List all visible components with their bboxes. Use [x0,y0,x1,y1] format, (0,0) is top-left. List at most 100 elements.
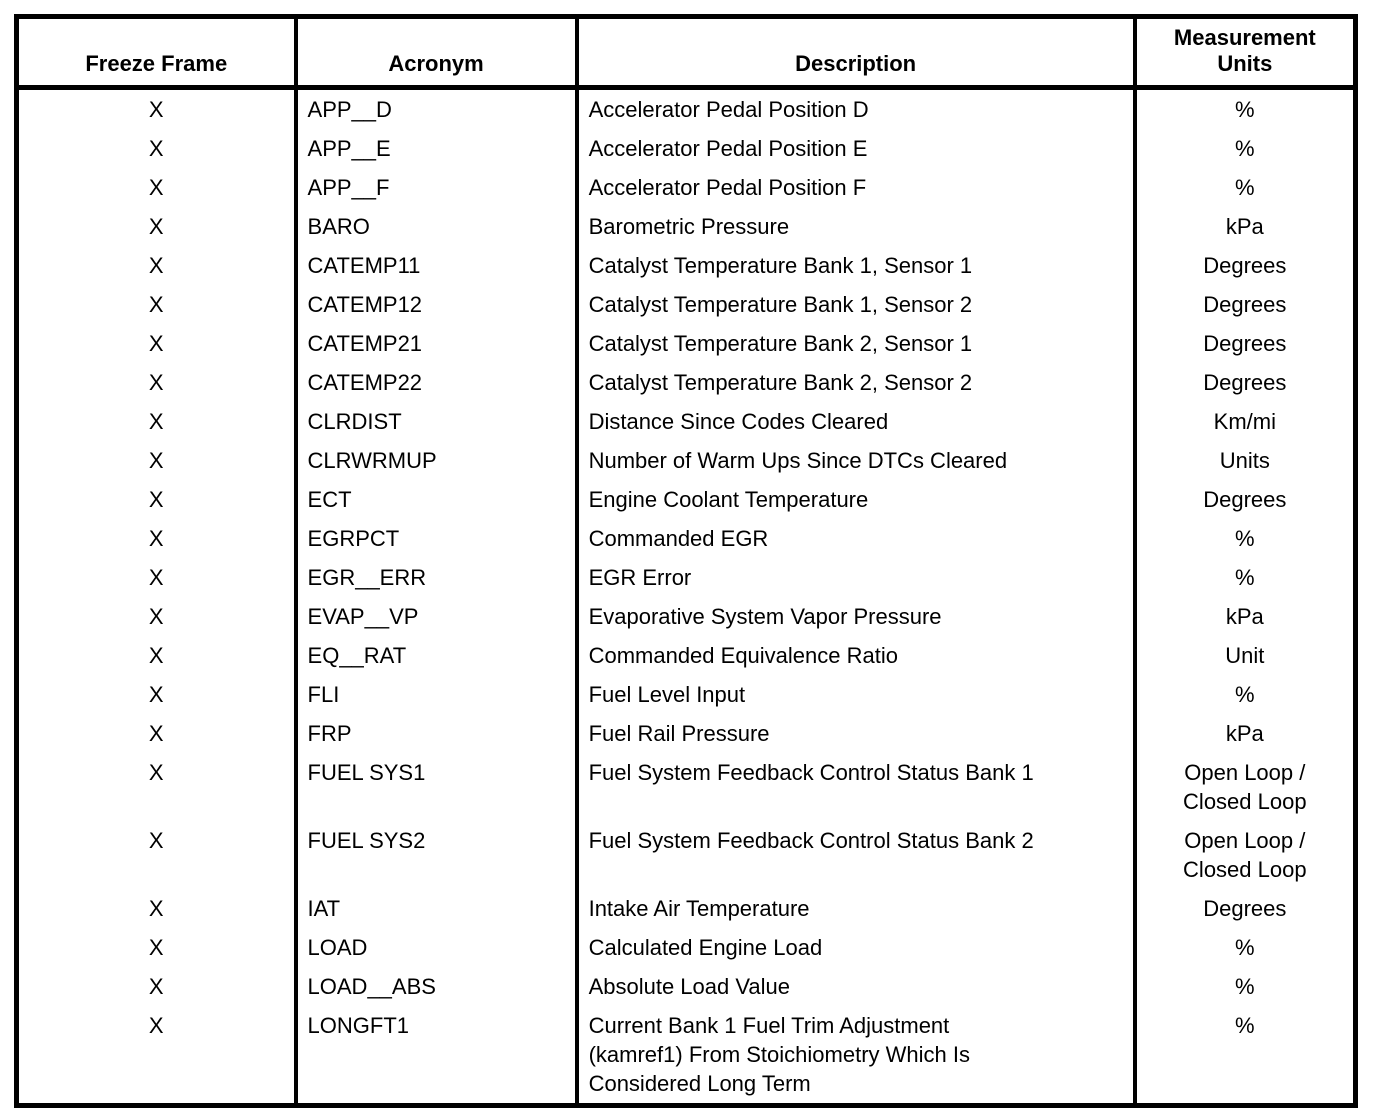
description-cell: Barometric Pressure [574,207,1135,246]
table-row: X LOAD Calculated Engine Load % [17,928,1356,967]
acronym-cell: FUEL SYS2 [293,821,577,889]
units-cell: Open Loop / Closed Loop [1132,821,1356,889]
freeze-frame-cell: X [148,721,164,746]
table-row: X EVAP__VP Evaporative System Vapor Pres… [17,597,1356,636]
table-row: X CATEMP21 Catalyst Temperature Bank 2, … [17,324,1356,363]
freeze-frame-cell: X [148,292,164,317]
table-row: X EGR__ERR EGR Error % [17,558,1356,597]
acronym-cell: CLRWRMUP [293,441,577,480]
description-cell: Fuel Level Input [574,675,1135,714]
acronym-cell: BARO [293,207,577,246]
units-cell: Degrees [1132,324,1356,363]
acronym-cell: CATEMP11 [293,246,577,285]
description-cell: Fuel System Feedback Control Status Bank… [574,821,1135,889]
units-cell: % [1132,967,1356,1006]
units-cell: % [1132,558,1356,597]
table-body: X APP__D Accelerator Pedal Position D % … [17,87,1356,1106]
units-cell: % [1132,928,1356,967]
description-cell: Catalyst Temperature Bank 1, Sensor 2 [574,285,1135,324]
freeze-frame-cell: X [148,565,164,590]
freeze-frame-cell: X [148,828,164,853]
acronym-cell: CATEMP21 [293,324,577,363]
acronym-cell: LOAD__ABS [293,967,577,1006]
table-row: X LONGFT1 Current Bank 1 Fuel Trim Adjus… [17,1006,1356,1106]
units-cell: Unit [1132,636,1356,675]
freeze-frame-cell: X [148,760,164,785]
acronym-cell: CATEMP22 [293,363,577,402]
units-cell: Units [1132,441,1356,480]
freeze-frame-cell: X [148,526,164,551]
units-cell: Degrees [1132,246,1356,285]
table-row: X EGRPCT Commanded EGR % [17,519,1356,558]
description-cell: Engine Coolant Temperature [574,480,1135,519]
table-row: X FUEL SYS2 Fuel System Feedback Control… [17,821,1356,889]
freeze-frame-cell: X [148,604,164,629]
description-cell: Commanded EGR [574,519,1135,558]
table-row: X APP__F Accelerator Pedal Position F % [17,168,1356,207]
acronym-cell: IAT [293,889,577,928]
units-cell: Degrees [1132,285,1356,324]
freeze-frame-cell: X [148,935,164,960]
description-cell: Distance Since Codes Cleared [574,402,1135,441]
acronym-cell: CATEMP12 [293,285,577,324]
description-cell: Current Bank 1 Fuel Trim Adjustment (kam… [574,1006,1135,1106]
acronym-cell: CLRDIST [293,402,577,441]
units-cell: kPa [1132,597,1356,636]
units-cell: Degrees [1132,480,1356,519]
freeze-frame-cell: X [148,214,164,239]
table-row: X FRP Fuel Rail Pressure kPa [17,714,1356,753]
acronym-cell: FLI [293,675,577,714]
description-cell: Commanded Equivalence Ratio [574,636,1135,675]
freeze-frame-cell: X [148,1013,164,1038]
description-cell: Accelerator Pedal Position F [574,168,1135,207]
table-row: X CLRDIST Distance Since Codes Cleared K… [17,402,1356,441]
table-row: X FUEL SYS1 Fuel System Feedback Control… [17,753,1356,821]
units-cell: % [1132,1006,1356,1106]
description-cell: Fuel Rail Pressure [574,714,1135,753]
description-cell: Absolute Load Value [574,967,1135,1006]
units-cell: Open Loop / Closed Loop [1132,753,1356,821]
description-cell: Fuel System Feedback Control Status Bank… [574,753,1135,821]
units-cell: Km/mi [1132,402,1356,441]
freeze-frame-cell: X [148,175,164,200]
freeze-frame-cell: X [148,253,164,278]
freeze-frame-parameter-table: Freeze Frame Acronym Description Measure… [14,14,1358,1108]
table-row: X CATEMP11 Catalyst Temperature Bank 1, … [17,246,1356,285]
freeze-frame-cell: X [148,487,164,512]
description-cell: Intake Air Temperature [574,889,1135,928]
description-cell: Calculated Engine Load [574,928,1135,967]
units-cell: % [1132,675,1356,714]
header-description: Description [574,16,1135,90]
freeze-frame-cell: X [148,97,164,122]
table-row: X CLRWRMUP Number of Warm Ups Since DTCs… [17,441,1356,480]
acronym-cell: EGRPCT [293,519,577,558]
freeze-frame-cell: X [148,896,164,921]
description-cell: Evaporative System Vapor Pressure [574,597,1135,636]
description-cell: Number of Warm Ups Since DTCs Cleared [574,441,1135,480]
table-row: X BARO Barometric Pressure kPa [17,207,1356,246]
description-cell: Accelerator Pedal Position D [574,87,1135,129]
table-row: X LOAD__ABS Absolute Load Value % [17,967,1356,1006]
acronym-cell: FUEL SYS1 [293,753,577,821]
acronym-cell: FRP [293,714,577,753]
freeze-frame-cell: X [148,409,164,434]
units-cell: % [1132,168,1356,207]
description-cell: Catalyst Temperature Bank 2, Sensor 2 [574,363,1135,402]
acronym-cell: EGR__ERR [293,558,577,597]
header-measurement-units: Measurement Units [1132,16,1356,90]
units-cell: kPa [1132,207,1356,246]
table-row: X ECT Engine Coolant Temperature Degrees [17,480,1356,519]
acronym-cell: APP__D [293,87,577,129]
table-row: X APP__E Accelerator Pedal Position E % [17,129,1356,168]
units-cell: % [1132,87,1356,129]
acronym-cell: APP__E [293,129,577,168]
header-freeze-frame: Freeze Frame [16,16,296,90]
freeze-frame-cell: X [148,682,164,707]
freeze-frame-cell: X [148,448,164,473]
acronym-cell: LOAD [293,928,577,967]
units-cell: % [1132,129,1356,168]
freeze-frame-cell: X [148,974,164,999]
description-cell: EGR Error [574,558,1135,597]
header-acronym: Acronym [293,16,577,90]
